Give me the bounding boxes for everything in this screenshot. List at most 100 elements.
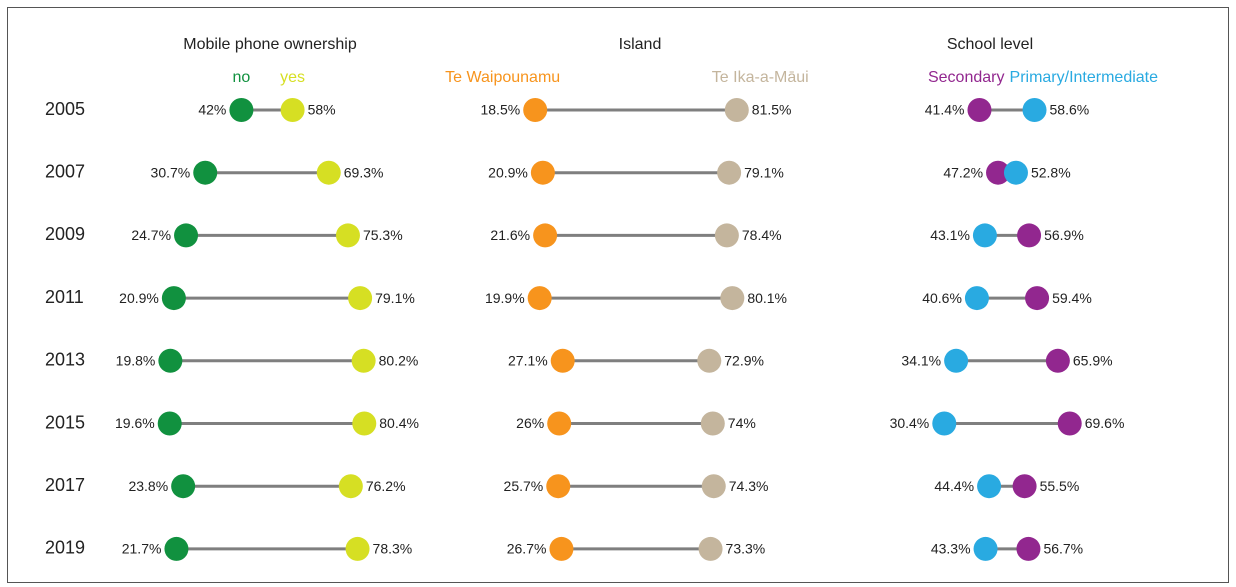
legend-label: Te Waipounamu — [445, 69, 560, 86]
dot — [720, 286, 745, 311]
value-label: 56.7% — [1043, 541, 1083, 557]
value-label: 25.7% — [504, 478, 544, 494]
dot — [944, 348, 969, 373]
value-label: 34.1% — [901, 353, 941, 369]
year-label: 2015 — [45, 412, 85, 432]
value-label: 19.8% — [116, 353, 156, 369]
dot — [967, 98, 992, 122]
value-label: 42% — [198, 102, 226, 118]
dot — [158, 348, 183, 373]
legend-label: no — [233, 69, 251, 86]
dot — [1003, 160, 1028, 185]
value-label: 19.9% — [485, 290, 525, 306]
dot — [986, 160, 1011, 185]
dot — [229, 98, 254, 122]
dot — [527, 286, 552, 311]
panel-title: School level — [947, 36, 1033, 53]
value-label: 20.9% — [119, 290, 159, 306]
value-label: 27.1% — [508, 353, 548, 369]
value-label: 40.6% — [922, 290, 962, 306]
value-label: 58% — [308, 102, 336, 118]
dot — [157, 411, 182, 436]
value-label: 21.6% — [490, 227, 530, 243]
value-label: 30.4% — [890, 415, 930, 431]
dot — [714, 223, 739, 248]
year-label: 2009 — [45, 224, 85, 244]
value-label: 30.7% — [151, 164, 191, 180]
value-label: 74.3% — [729, 478, 769, 494]
dot — [932, 411, 957, 436]
dot — [549, 536, 574, 561]
dot — [977, 474, 1002, 499]
dot — [338, 474, 363, 499]
value-label: 80.4% — [379, 415, 419, 431]
value-label: 19.6% — [115, 415, 155, 431]
value-label: 52.8% — [1031, 164, 1071, 180]
value-label: 81.5% — [752, 102, 792, 118]
value-label: 80.1% — [747, 290, 787, 306]
value-label: 69.3% — [344, 164, 384, 180]
value-label: 58.6% — [1050, 102, 1090, 118]
value-label: 80.2% — [379, 353, 419, 369]
dot — [550, 348, 575, 373]
value-label: 74% — [728, 415, 756, 431]
panel-title: Island — [619, 36, 662, 53]
value-label: 75.3% — [363, 227, 403, 243]
value-label: 72.9% — [724, 353, 764, 369]
year-label: 2013 — [45, 350, 85, 370]
legend-label: yes — [280, 69, 305, 86]
dot — [964, 286, 989, 311]
value-label: 79.1% — [375, 290, 415, 306]
dot — [1017, 223, 1042, 248]
frame — [7, 7, 1229, 583]
dot — [161, 286, 186, 311]
value-label: 24.7% — [131, 227, 171, 243]
dot — [1045, 348, 1070, 373]
dot — [174, 223, 199, 248]
dot — [1016, 536, 1041, 561]
legend-label: Secondary — [928, 69, 1005, 86]
value-label: 55.5% — [1040, 478, 1080, 494]
year-label: 2019 — [45, 538, 85, 558]
dot — [351, 348, 376, 373]
dot — [1057, 411, 1082, 436]
dot — [345, 536, 370, 561]
dot — [316, 160, 341, 185]
dot — [533, 223, 558, 248]
value-label: 23.8% — [128, 478, 168, 494]
dot — [698, 536, 723, 561]
dot — [973, 536, 998, 561]
value-label: 41.4% — [925, 102, 965, 118]
value-label: 79.1% — [744, 164, 784, 180]
dot — [701, 474, 726, 499]
year-label: 2011 — [45, 287, 84, 307]
legend-label: Primary/Intermediate — [1010, 69, 1159, 86]
value-label: 78.4% — [742, 227, 782, 243]
value-label: 21.7% — [122, 541, 162, 557]
value-label: 44.4% — [934, 478, 974, 494]
value-label: 56.9% — [1044, 227, 1084, 243]
dot — [280, 98, 305, 122]
value-label: 59.4% — [1052, 290, 1092, 306]
value-label: 69.6% — [1085, 415, 1125, 431]
value-label: 18.5% — [480, 102, 520, 118]
dot — [546, 474, 571, 499]
dot — [193, 160, 218, 185]
dot — [697, 348, 722, 373]
dot — [171, 474, 196, 499]
dot — [1025, 286, 1050, 311]
value-label: 43.1% — [930, 227, 970, 243]
year-label: 2005 — [45, 99, 85, 119]
dot — [335, 223, 360, 248]
value-label: 65.9% — [1073, 353, 1113, 369]
value-label: 78.3% — [373, 541, 413, 557]
year-label: 2007 — [45, 161, 85, 181]
dot — [1012, 474, 1037, 499]
value-label: 43.3% — [931, 541, 971, 557]
dot — [547, 411, 572, 436]
legend-label: Te Ika-a-Māui — [712, 69, 809, 86]
dot — [523, 98, 548, 122]
dot — [717, 160, 742, 185]
value-label: 26% — [516, 415, 544, 431]
